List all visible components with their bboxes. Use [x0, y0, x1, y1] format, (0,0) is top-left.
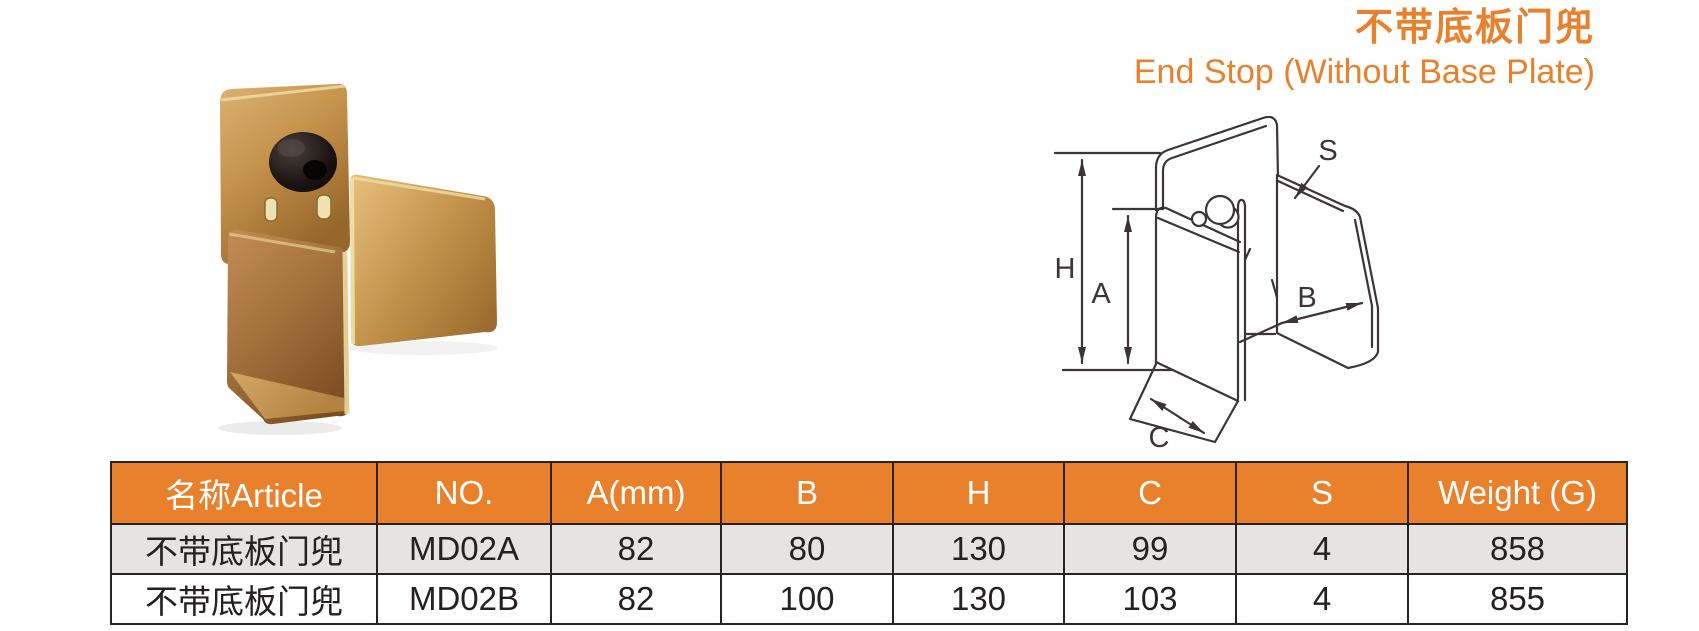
dim-label-c: C [1149, 422, 1170, 454]
table-cell: 100 [720, 573, 894, 625]
table-cell: 130 [892, 573, 1065, 625]
column-header: NO. [376, 461, 552, 525]
product-photo-image [218, 83, 498, 435]
table-row: 不带底板门兜 MD02B 82 100 130 103 4 855 [110, 573, 1628, 625]
photo-shadow [218, 341, 498, 435]
table-cell: 82 [550, 573, 722, 625]
column-header: A(mm) [550, 461, 722, 525]
table-cell: 99 [1063, 523, 1237, 575]
dim-label-b: B [1297, 282, 1316, 314]
column-header: 名称Article [110, 461, 378, 525]
drawing-front-plate [1128, 198, 1247, 444]
right-plate [350, 174, 497, 347]
table-cell: 不带底板门兜 [110, 523, 378, 575]
spec-table-body: 不带底板门兜 MD02A 82 80 130 99 4 858 不带底板门兜 MD02B 82 100… [110, 523, 1628, 625]
table-cell: 80 [720, 523, 894, 575]
product-title-block: 不带底板门兜 End Stop (Without Base Plate) [1134, 4, 1595, 92]
dimension-lines [1053, 151, 1364, 435]
front-plate [227, 229, 350, 425]
table-cell: MD02B [376, 573, 552, 625]
table-cell: 858 [1407, 523, 1628, 575]
product-title-chinese: 不带底板门兜 [1354, 7, 1595, 49]
column-header: C [1063, 461, 1237, 525]
mounting-slots [264, 194, 332, 222]
dimension-labels: H A S B C [1055, 135, 1338, 454]
table-cell: 不带底板门兜 [110, 573, 378, 625]
spec-table: 名称Article NO. A(mm) B H C S Weight (G) 不带底板门兜 MD… [110, 461, 1628, 625]
table-row: 不带底板门兜 MD02A 82 80 130 99 4 858 [110, 523, 1628, 575]
column-header: B [720, 461, 894, 525]
dim-label-a: A [1091, 278, 1111, 310]
column-header: S [1235, 461, 1409, 525]
column-header: Weight (G) [1407, 461, 1628, 525]
table-cell: 855 [1407, 573, 1628, 625]
column-header: H [892, 461, 1065, 525]
table-cell: 130 [892, 523, 1065, 575]
table-cell: 103 [1063, 573, 1237, 625]
spec-table-header-row: 名称Article NO. A(mm) B H C S Weight (G) [110, 461, 1628, 525]
drawing-right-plate [1275, 173, 1380, 370]
rubber-bumper [269, 132, 337, 192]
dim-label-h: H [1055, 253, 1076, 285]
drawing-bumper [1190, 194, 1240, 229]
table-cell: 4 [1235, 573, 1409, 625]
table-cell: 82 [550, 523, 722, 575]
technical-drawing: H A S B C [1053, 115, 1380, 454]
table-cell: 4 [1235, 523, 1409, 575]
table-cell: MD02A [376, 523, 552, 575]
dim-label-s: S [1318, 135, 1337, 167]
product-title-english: End Stop (Without Base Plate) [1133, 53, 1595, 91]
